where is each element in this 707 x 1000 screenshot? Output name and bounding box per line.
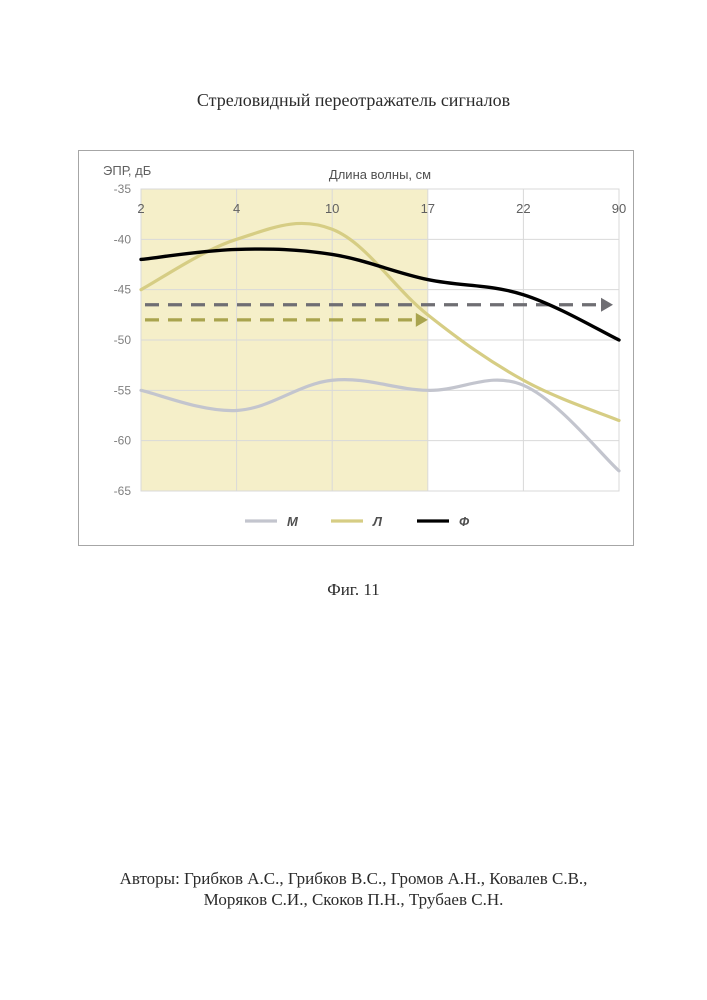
y-tick-label: -40 bbox=[114, 232, 132, 246]
legend-label: Ф bbox=[459, 514, 470, 529]
x-axis-label: Длина волны, см bbox=[329, 167, 431, 182]
y-tick-label: -55 bbox=[114, 383, 132, 397]
page: Стреловидный переотражатель сигналов -35… bbox=[0, 0, 707, 1000]
page-title: Стреловидный переотражатель сигналов bbox=[0, 90, 707, 111]
x-tick-label: 17 bbox=[421, 201, 435, 216]
authors-line-2: Моряков С.И., Скоков П.Н., Трубаев С.Н. bbox=[0, 889, 707, 910]
reference-line-arrow bbox=[601, 298, 613, 312]
legend-label: Л bbox=[372, 514, 383, 529]
x-tick-label: 10 bbox=[325, 201, 339, 216]
y-axis-label: ЭПР, дБ bbox=[103, 163, 151, 178]
authors-line-1: Авторы: Грибков А.С., Грибков В.С., Гром… bbox=[0, 868, 707, 889]
chart-frame: -35 -40 -45 -50 -55 -60 -65 ЭПР, дБ Длина волны,… bbox=[78, 150, 634, 546]
y-tick-label: -45 bbox=[114, 283, 132, 297]
y-tick-label: -65 bbox=[114, 484, 132, 498]
chart-svg: -35 -40 -45 -50 -55 -60 -65 ЭПР, дБ Длина волны,… bbox=[79, 151, 635, 547]
authors-block: Авторы: Грибков А.С., Грибков В.С., Гром… bbox=[0, 868, 707, 911]
y-tick-label: -35 bbox=[114, 182, 132, 196]
figure-caption: Фиг. 11 bbox=[0, 580, 707, 600]
x-tick-label: 4 bbox=[233, 201, 240, 216]
x-tick-label: 22 bbox=[516, 201, 530, 216]
legend-label: М bbox=[287, 514, 299, 529]
y-tick-label: -50 bbox=[114, 333, 132, 347]
x-tick-label: 2 bbox=[137, 201, 144, 216]
x-tick-label: 90 bbox=[612, 201, 626, 216]
y-tick-label: -60 bbox=[114, 434, 132, 448]
